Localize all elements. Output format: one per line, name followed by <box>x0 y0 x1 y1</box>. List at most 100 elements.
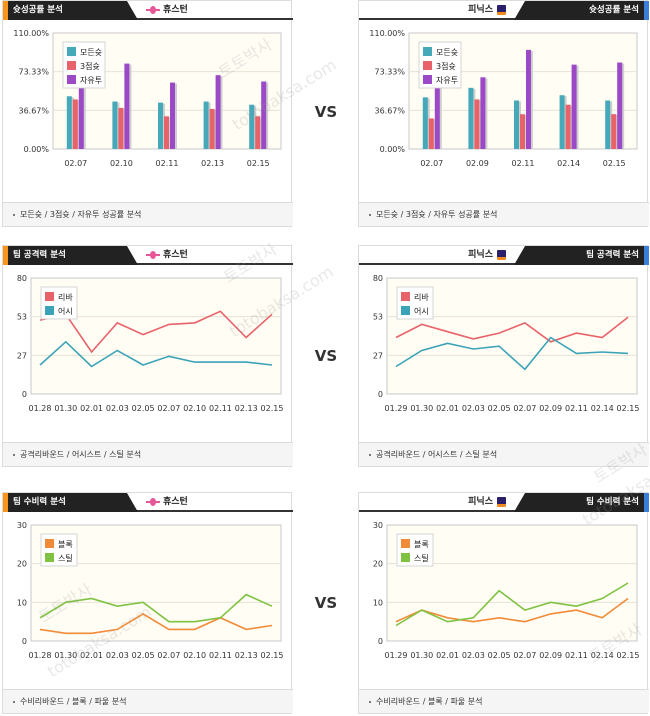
bar <box>255 116 261 149</box>
defense-panel-left: 팀 수비력 분석 휴스턴 0 10 20 30 01.28 01.30 02.01 02.03… <box>2 492 293 714</box>
attack-panel-left: 팀 공격력 분석 휴스턴 0 27 53 80 01.28 01.30 02.01 02.03… <box>2 245 293 467</box>
bar <box>215 75 221 149</box>
x-tick-label: 02.07 <box>157 404 180 413</box>
header-accent <box>3 1 8 20</box>
bar <box>559 95 565 149</box>
series-line <box>39 593 273 623</box>
section-title: 슛성공률 분석 <box>514 1 649 20</box>
y-tick-label: 30 <box>373 521 383 530</box>
section-title: 팀 수비력 분석 <box>3 493 138 512</box>
bar <box>72 99 78 149</box>
y-tick-label: 53 <box>373 313 383 322</box>
x-tick-label: 02.15 <box>261 651 284 660</box>
legend-label: 3점슛 <box>80 61 100 71</box>
team-name-left: 휴스턴 <box>146 493 188 512</box>
series-line <box>395 582 629 627</box>
section-title: 팀 공격력 분석 <box>514 246 649 265</box>
x-tick-label: 02.05 <box>488 404 511 413</box>
y-tick-label: 36.67% <box>18 106 49 115</box>
team-logo-icon <box>497 4 506 15</box>
footer-label: 수비리바운드 / 블록 / 파울 분석 <box>376 697 483 706</box>
x-tick-label: 02.09 <box>466 159 489 168</box>
legend-swatch <box>401 306 410 315</box>
x-tick-label: 02.01 <box>436 651 459 660</box>
legend-label: 어시 <box>414 306 429 316</box>
team-label: 휴스턴 <box>163 250 188 260</box>
x-tick-label: 02.05 <box>488 651 511 660</box>
shot-panel-left: 슛성공률 분석 휴스턴 0.00% 36.67% 73.33% 110.00% 02.0… <box>2 0 293 227</box>
x-tick-label: 02.15 <box>617 651 640 660</box>
panel-header: 팀 공격력 분석 피닉스 <box>359 246 649 265</box>
bar <box>514 100 519 149</box>
y-tick-label: 110.00% <box>13 29 49 38</box>
legend-swatch <box>67 47 76 56</box>
x-tick-label: 02.15 <box>247 159 270 168</box>
x-tick-label: 02.07 <box>64 159 87 168</box>
legend-label: 블록 <box>58 539 73 549</box>
y-tick-label: 73.33% <box>374 68 405 77</box>
legend-label: 자유투 <box>436 76 458 85</box>
shot-chart-left: 0.00% 36.67% 73.33% 110.00% 02.07 02.10 02.11 0… <box>13 29 282 168</box>
header-accent <box>3 246 8 265</box>
bar <box>118 107 124 149</box>
bar <box>474 99 480 149</box>
y-tick-label: 73.33% <box>18 68 49 77</box>
x-tick-label: 02.05 <box>132 404 155 413</box>
panel-header: 팀 수비력 분석 피닉스 <box>359 493 649 512</box>
panel-header: 팀 공격력 분석 휴스턴 <box>3 246 293 265</box>
team-label: 휴스턴 <box>163 497 188 507</box>
panel-footer: 수비리바운드 / 블록 / 파울 분석 <box>3 689 293 713</box>
legend-swatch <box>423 47 432 56</box>
legend-swatch <box>45 292 54 301</box>
x-tick-label: 02.07 <box>420 159 443 168</box>
x-tick-label: 02.14 <box>591 651 614 660</box>
x-tick-label: 02.15 <box>603 159 626 168</box>
bar <box>422 97 428 149</box>
x-tick-label: 02.03 <box>106 404 129 413</box>
panel-header: 팀 수비력 분석 휴스턴 <box>3 493 293 512</box>
header-accent <box>644 246 649 265</box>
bar <box>526 49 531 149</box>
defense-panel-right: 팀 수비력 분석 피닉스 0 10 20 30 01.29 01.30 02.01 02.03… <box>358 492 649 714</box>
bar <box>158 102 163 149</box>
y-tick-label: 80 <box>17 274 27 283</box>
panel-header: 슛성공률 분석 휴스턴 <box>3 1 293 20</box>
x-tick-label: 01.30 <box>410 404 433 413</box>
bar <box>170 82 175 149</box>
x-tick-label: 02.01 <box>80 651 103 660</box>
team-label: 피닉스 <box>468 250 493 260</box>
footer-label: 공격리바운드 / 어시스트 / 스틸 분석 <box>20 450 142 459</box>
bar <box>605 100 611 149</box>
panel-footer: 공격리바운드 / 어시스트 / 스틸 분석 <box>3 442 293 466</box>
bar <box>617 62 623 150</box>
y-tick-label: 10 <box>17 598 27 607</box>
y-tick-label: 53 <box>17 313 27 322</box>
bar <box>209 108 215 149</box>
series-line <box>39 340 273 368</box>
x-tick-label: 02.07 <box>157 651 180 660</box>
panel-footer: 공격리바운드 / 어시스트 / 스틸 분석 <box>359 442 649 466</box>
x-tick-label: 01.30 <box>54 651 77 660</box>
x-tick-label: 02.13 <box>201 159 224 168</box>
legend-swatch <box>45 306 54 315</box>
x-tick-label: 02.13 <box>235 651 258 660</box>
section-title: 팀 수비력 분석 <box>514 493 649 512</box>
footer-label: 수비리바운드 / 블록 / 파울 분석 <box>20 697 127 706</box>
series-line <box>39 612 273 635</box>
section-title: 슛성공률 분석 <box>3 1 138 20</box>
header-accent <box>644 1 649 20</box>
team-name-right: 피닉스 <box>468 1 506 20</box>
team-label: 피닉스 <box>468 497 493 507</box>
bar <box>468 87 474 149</box>
x-tick-label: 01.29 <box>385 404 408 413</box>
legend-swatch <box>401 553 410 562</box>
legend-label: 어시 <box>58 306 73 316</box>
legend-swatch <box>45 553 54 562</box>
vs-label: VS <box>314 594 338 612</box>
y-tick-label: 20 <box>373 560 383 569</box>
x-tick-label: 02.07 <box>513 404 536 413</box>
vs-label: VS <box>314 103 338 121</box>
x-tick-label: 02.01 <box>80 404 103 413</box>
x-tick-label: 02.10 <box>183 651 206 660</box>
